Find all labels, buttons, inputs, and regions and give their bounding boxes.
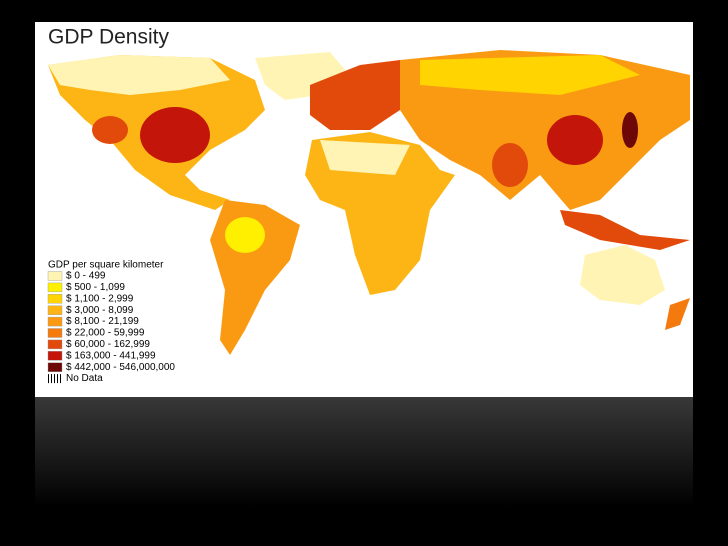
asia	[400, 50, 690, 210]
japan	[622, 112, 638, 148]
western-us	[92, 116, 128, 144]
legend-swatch	[47, 294, 63, 304]
legend-swatch	[47, 328, 63, 338]
canada-north	[48, 55, 230, 95]
amazon	[225, 217, 265, 253]
legend-swatch-no-data	[48, 374, 62, 384]
legend-label: $ 500 - 1,099	[66, 282, 125, 293]
legend-label: No Data	[66, 373, 103, 384]
legend-label: $ 163,000 - 441,999	[66, 350, 156, 361]
eastern-us	[140, 107, 210, 163]
legend-swatch	[47, 339, 63, 350]
legend: $ 0 - 499$ 500 - 1,099$ 1,100 - 2,999$ 3…	[47, 271, 175, 384]
world-map	[48, 50, 690, 355]
australia	[580, 245, 665, 305]
legend-swatch	[47, 305, 63, 315]
legend-label: $ 60,000 - 162,999	[66, 339, 150, 350]
legend-swatch	[47, 271, 63, 281]
slide-title: GDP Density	[48, 26, 169, 49]
china-east	[547, 115, 603, 165]
legend-swatch	[47, 362, 63, 372]
africa	[305, 132, 455, 295]
legend-swatch	[47, 316, 63, 327]
siberia	[420, 55, 640, 95]
europe	[310, 60, 400, 130]
legend-swatch	[47, 282, 63, 293]
legend-title: GDP per square kilometer	[48, 260, 164, 271]
india	[492, 143, 528, 187]
sahara	[320, 140, 410, 175]
legend-label: $ 8,100 - 21,199	[66, 316, 139, 327]
indonesia	[560, 210, 690, 250]
reflection	[35, 397, 693, 507]
legend-label: $ 22,000 - 59,999	[66, 328, 145, 339]
legend-label: $ 3,000 - 8,099	[66, 305, 134, 316]
new-zealand	[665, 298, 690, 330]
legend-label: $ 0 - 499	[66, 271, 106, 282]
legend-swatch	[47, 351, 63, 361]
legend-label: $ 442,000 - 546,000,000	[66, 362, 175, 373]
legend-label: $ 1,100 - 2,999	[66, 293, 134, 304]
